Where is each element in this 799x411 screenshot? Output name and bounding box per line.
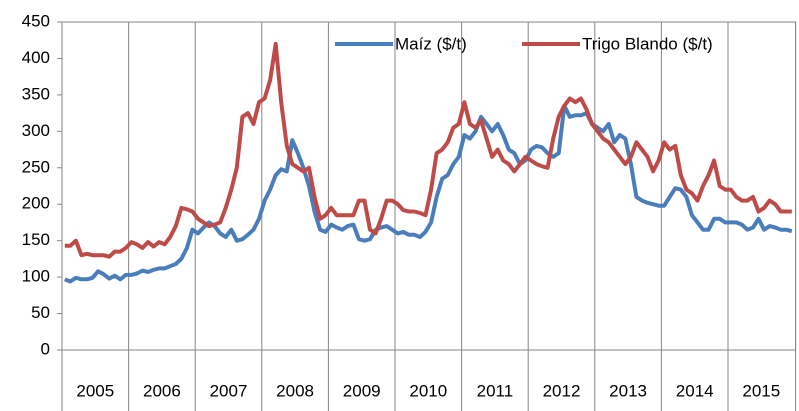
x-tick-label: 2011	[477, 381, 514, 400]
series-line	[64, 103, 793, 284]
legend-label: Maíz ($/t)	[395, 34, 467, 53]
y-tick-label: 450	[22, 11, 50, 30]
y-tick-label: 300	[22, 121, 50, 140]
x-tick-label: 2014	[676, 381, 714, 400]
y-tick-label: 100	[22, 267, 50, 286]
x-tick-label: 2006	[143, 381, 181, 400]
x-tick-label: 2008	[276, 381, 314, 400]
x-tick-label: 2005	[76, 381, 114, 400]
x-tick-label: 2013	[609, 381, 647, 400]
y-tick-label: 400	[22, 48, 50, 67]
x-tick-label: 2015	[742, 381, 780, 400]
y-tick-label: 250	[22, 157, 50, 176]
y-tick-label: 200	[22, 194, 50, 213]
legend-label: Trigo Blando ($/t)	[582, 34, 713, 53]
series-line	[64, 41, 792, 259]
x-tick-label: 2010	[409, 381, 447, 400]
y-tick-label: 0	[41, 339, 50, 358]
x-tick-label: 2007	[210, 381, 248, 400]
y-tick-label: 50	[31, 303, 50, 322]
x-tick-label: 2009	[343, 381, 381, 400]
y-tick-label: 150	[22, 230, 50, 249]
y-tick-label: 350	[22, 84, 50, 103]
x-tick-label: 2012	[543, 381, 581, 400]
